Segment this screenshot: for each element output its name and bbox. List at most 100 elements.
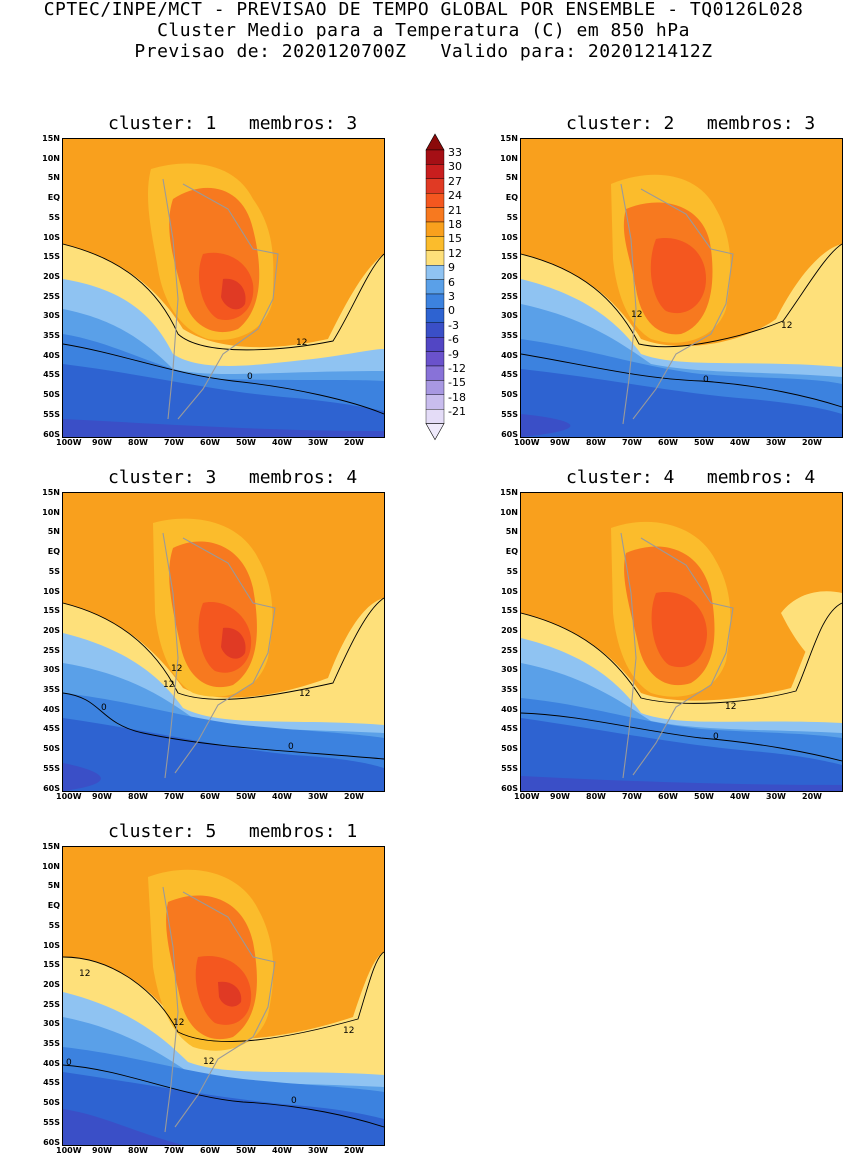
colorbar-swatch bbox=[425, 279, 445, 295]
lon-tick-label: 30W bbox=[766, 792, 786, 801]
lat-tick-label: 15N bbox=[500, 134, 518, 143]
colorbar-label: -15 bbox=[448, 376, 466, 390]
lon-tick-label: 20W bbox=[344, 1146, 364, 1155]
lat-tick-label: 40S bbox=[501, 704, 518, 714]
lon-tick-label: 90W bbox=[92, 792, 112, 801]
lon-tick-label: 50W bbox=[694, 438, 714, 447]
lon-tick-label: 50W bbox=[694, 792, 714, 801]
temperature-map: 12 0 bbox=[62, 138, 385, 438]
contour-label: 12 bbox=[203, 1057, 214, 1067]
lat-tick-label: 15N bbox=[42, 842, 60, 851]
lat-tick-label: 20S bbox=[43, 979, 60, 989]
colorbar-swatches bbox=[425, 133, 445, 441]
contour-label: 0 bbox=[288, 742, 294, 752]
lon-tick-label: 30W bbox=[766, 438, 786, 447]
colorbar-label: 24 bbox=[448, 189, 462, 203]
lon-tick-label: 90W bbox=[92, 438, 112, 447]
lon-tick-label: 100W bbox=[56, 438, 82, 447]
colorbar-label: 3 bbox=[448, 290, 455, 303]
contour-label: 0 bbox=[247, 372, 253, 382]
temperature-field: 12 12 12 12 0 0 bbox=[63, 847, 384, 1145]
temperature-map: 12 12 12 12 0 0 bbox=[62, 846, 385, 1146]
panel-title: cluster: 2 membros: 3 bbox=[566, 113, 816, 134]
colorbar-label: 6 bbox=[448, 275, 455, 289]
contour-label: 12 bbox=[343, 1026, 354, 1036]
lat-tick-label: 5S bbox=[506, 212, 518, 222]
lat-tick-label: 60S bbox=[43, 783, 60, 793]
lon-tick-label: 40W bbox=[730, 438, 750, 447]
lat-tick-label: 60S bbox=[43, 429, 60, 439]
colorbar-swatch bbox=[425, 394, 445, 410]
contour-label: 12 bbox=[163, 680, 174, 690]
lat-tick-label: 40S bbox=[43, 704, 60, 714]
header-line-1: CPTEC/INPE/MCT - PREVISAO DE TEMPO GLOBA… bbox=[43, 0, 804, 20]
lat-tick-label: 30S bbox=[501, 311, 518, 321]
lat-tick-label: 35S bbox=[43, 331, 60, 340]
temperature-map: 12 0 bbox=[520, 492, 843, 792]
contour-label: 12 bbox=[299, 689, 310, 699]
lat-tick-label: 20S bbox=[43, 271, 60, 281]
lon-tick-label: 80W bbox=[128, 1146, 148, 1155]
lat-tick-label: 40S bbox=[43, 350, 60, 360]
lat-tick-label: 35S bbox=[501, 685, 518, 694]
temperature-field: 12 12 12 0 0 bbox=[63, 493, 384, 791]
lat-tick-label: 25S bbox=[43, 291, 60, 301]
contour-label: 0 bbox=[703, 375, 709, 385]
lat-tick-label: 25S bbox=[43, 999, 60, 1009]
lon-tick-label: 60W bbox=[658, 438, 678, 447]
lon-tick-label: 50W bbox=[236, 438, 256, 447]
header-line-3: Previsao de: 2020120700Z Valido para: 20… bbox=[134, 41, 713, 62]
lat-tick-label: 50S bbox=[43, 390, 60, 400]
colorbar-label: 33 bbox=[448, 146, 462, 159]
lat-tick-label: EQ bbox=[505, 193, 518, 203]
lat-tick-label: 10S bbox=[501, 586, 518, 596]
lat-tick-label: 5N bbox=[47, 881, 60, 891]
colorbar-swatch bbox=[425, 149, 445, 165]
lat-tick-label: 40S bbox=[43, 1058, 60, 1068]
lat-tick-label: 10N bbox=[500, 153, 518, 163]
contour-label: 12 bbox=[171, 664, 182, 674]
colorbar-swatch bbox=[425, 351, 445, 367]
contour-label: 12 bbox=[631, 310, 642, 320]
lat-tick-label: 50S bbox=[43, 1098, 60, 1108]
contour-label: 0 bbox=[713, 732, 719, 742]
lat-tick-label: 55S bbox=[43, 1117, 60, 1127]
lat-tick-label: 45S bbox=[43, 370, 60, 380]
lat-tick-label: 15S bbox=[501, 606, 518, 616]
lat-tick-label: 25S bbox=[43, 645, 60, 655]
lat-tick-label: 20S bbox=[501, 625, 518, 635]
lon-tick-label: 80W bbox=[128, 438, 148, 447]
lat-tick-label: 5N bbox=[47, 527, 60, 537]
lon-tick-label: 80W bbox=[586, 438, 606, 447]
lon-tick-label: 90W bbox=[92, 1146, 112, 1155]
colorbar-swatch bbox=[425, 221, 445, 237]
lon-tick-label: 60W bbox=[200, 1146, 220, 1155]
lon-tick-label: 20W bbox=[802, 438, 822, 447]
temperature-map: 12 12 0 bbox=[520, 138, 843, 438]
lat-tick-label: 10N bbox=[42, 153, 60, 163]
lon-tick-label: 40W bbox=[272, 438, 292, 447]
lon-tick-label: 70W bbox=[622, 792, 642, 801]
lat-tick-label: 35S bbox=[501, 331, 518, 340]
colorbar-swatch bbox=[425, 322, 445, 338]
lat-tick-label: 25S bbox=[501, 645, 518, 655]
lon-tick-label: 40W bbox=[730, 792, 750, 801]
contour-label: 12 bbox=[781, 321, 792, 331]
lat-tick-label: 50S bbox=[501, 390, 518, 400]
lat-tick-label: 5S bbox=[48, 920, 60, 930]
lat-tick-label: 30S bbox=[43, 311, 60, 321]
lat-tick-label: 35S bbox=[43, 1039, 60, 1048]
colorbar-swatch bbox=[425, 409, 445, 424]
lon-tick-label: 60W bbox=[200, 792, 220, 801]
lat-tick-label: 15S bbox=[43, 960, 60, 970]
lat-tick-label: 15N bbox=[42, 134, 60, 143]
lat-tick-label: 55S bbox=[43, 763, 60, 773]
lat-tick-label: 5N bbox=[505, 527, 518, 537]
colorbar-swatch bbox=[425, 207, 445, 223]
lon-tick-label: 70W bbox=[164, 792, 184, 801]
lat-tick-label: 50S bbox=[43, 744, 60, 754]
lat-tick-label: 15S bbox=[501, 252, 518, 262]
colorbar-label: 12 bbox=[448, 246, 462, 260]
lat-tick-label: EQ bbox=[47, 547, 60, 557]
lat-tick-label: 10S bbox=[43, 232, 60, 242]
